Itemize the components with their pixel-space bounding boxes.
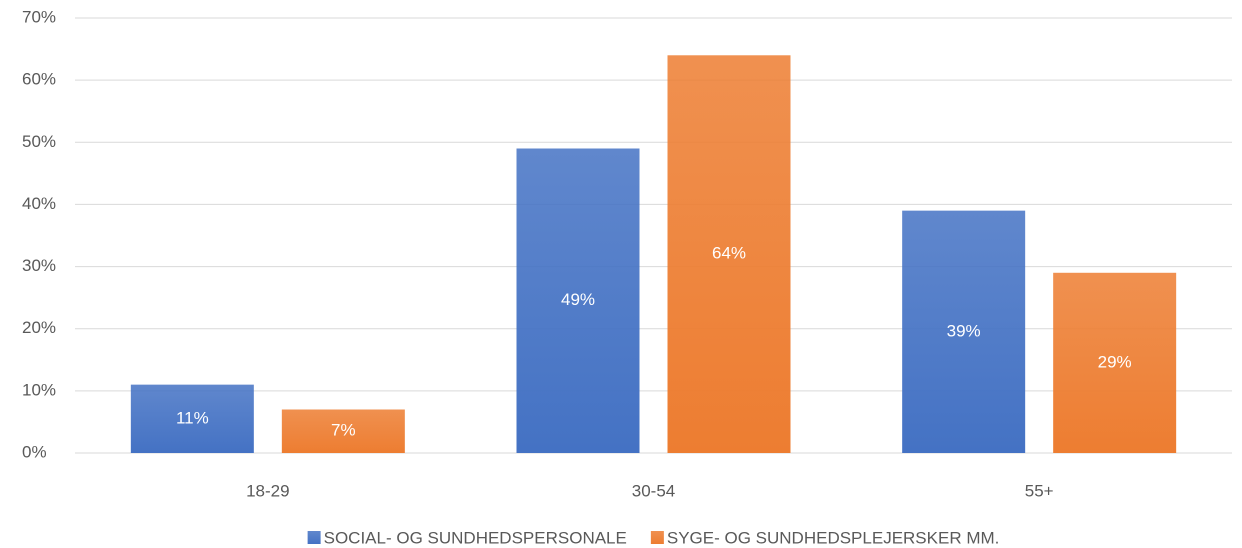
bar — [516, 148, 640, 453]
y-tick-label: 60% — [22, 70, 56, 89]
data-label: 11% — [176, 408, 209, 427]
legend: SOCIAL- OG SUNDHEDSPERSONALE SYGE- OG SUN… — [307, 528, 1000, 547]
bar — [130, 384, 254, 453]
y-tick-label: 10% — [22, 380, 56, 399]
bar — [902, 210, 1026, 453]
data-label: 7% — [331, 421, 356, 440]
legend-label: SOCIAL- OG SUNDHEDSPERSONALE — [324, 528, 627, 547]
legend-swatch — [307, 531, 321, 544]
bar — [1053, 272, 1177, 453]
data-label: 39% — [947, 321, 981, 340]
legend-label: SYGE- OG SUNDHEDSPLEJERSKER MM. — [667, 528, 1000, 547]
x-tick-label: 30-54 — [632, 481, 675, 500]
y-tick-label: 20% — [22, 318, 56, 337]
legend-swatch — [650, 531, 664, 544]
bar — [281, 409, 405, 453]
y-tick-label: 0% — [22, 442, 47, 461]
data-label: 49% — [561, 290, 595, 309]
y-tick-label: 50% — [22, 132, 56, 151]
data-label: 29% — [1098, 352, 1132, 371]
bar — [667, 55, 791, 454]
x-tick-label: 55+ — [1025, 481, 1054, 500]
y-tick-label: 40% — [22, 194, 56, 213]
data-label: 64% — [712, 244, 746, 263]
y-tick-label: 70% — [22, 7, 56, 26]
y-tick-label: 30% — [22, 256, 56, 275]
x-tick-label: 18-29 — [246, 481, 289, 500]
